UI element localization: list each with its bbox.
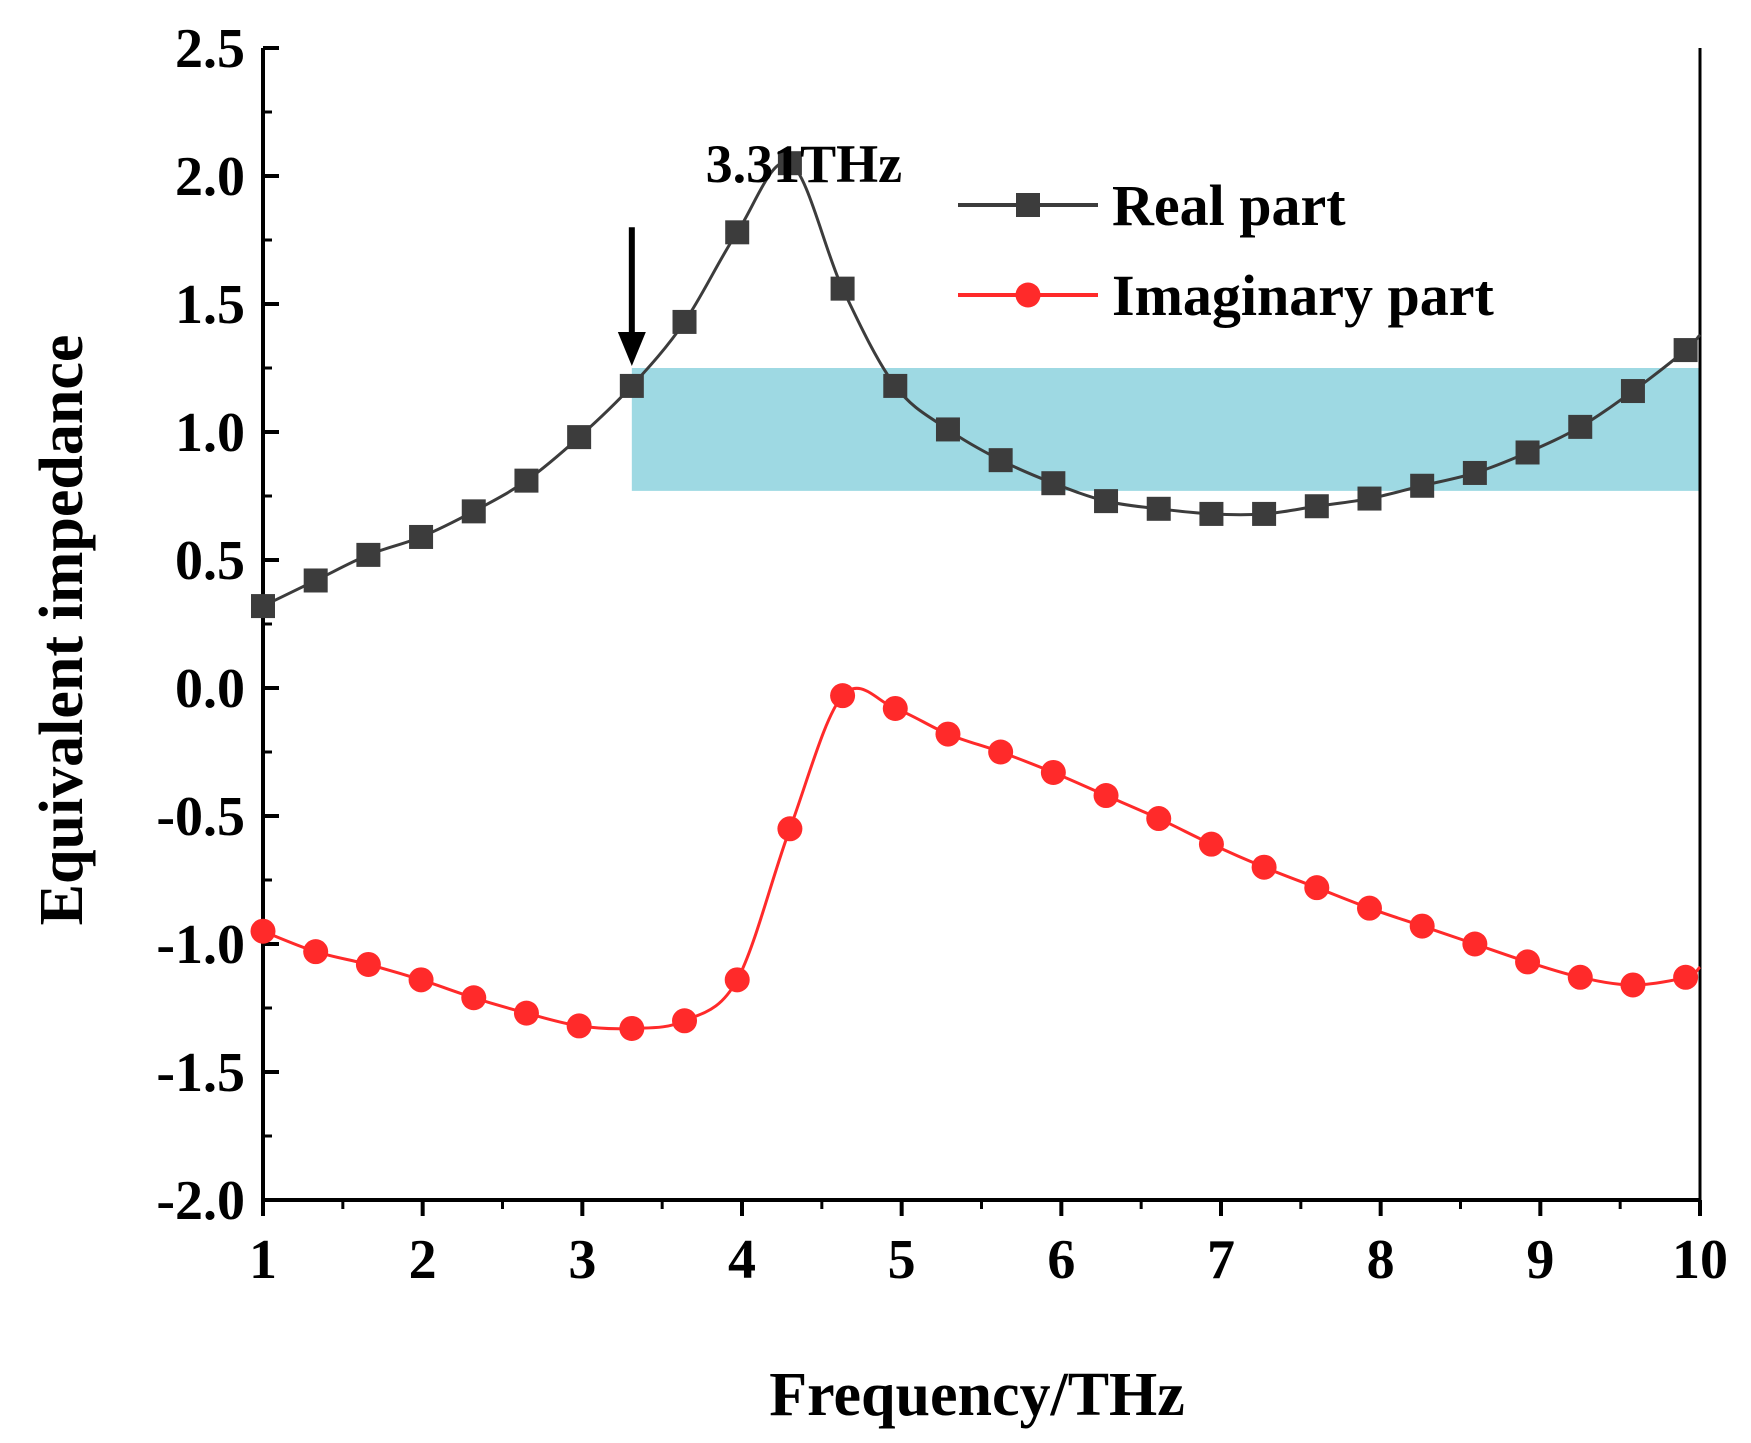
x-tick-label: 9 [1526, 1229, 1554, 1291]
highlight-band [631, 368, 1700, 491]
data-point-circle [619, 1015, 645, 1041]
legend-label: Real part [1112, 173, 1346, 238]
highlight-band-layer [631, 368, 1700, 491]
y-tick-label: 2.5 [175, 18, 245, 80]
y-tick-label: -1.5 [156, 1042, 245, 1104]
data-point-square [1568, 414, 1593, 439]
data-point-square [514, 468, 539, 493]
legend-marker-circle [1015, 282, 1041, 308]
data-point-square [619, 373, 644, 398]
series-imaginary-part [250, 683, 1702, 1041]
data-point-circle [355, 951, 381, 977]
data-point-circle [461, 985, 487, 1011]
data-point-square [672, 309, 697, 334]
data-point-circle [988, 739, 1014, 765]
data-point-circle [882, 695, 908, 721]
x-tick-label: 5 [888, 1229, 916, 1291]
data-point-circle [1093, 783, 1119, 809]
data-point-circle [777, 816, 803, 842]
data-point-circle [672, 1008, 698, 1034]
data-point-circle [935, 721, 961, 747]
data-point-circle [1251, 854, 1277, 880]
data-point-square [988, 448, 1013, 473]
data-point-circle [1409, 913, 1435, 939]
series-real-part [251, 151, 1702, 619]
x-tick-label: 1 [249, 1229, 277, 1291]
data-point-square [1199, 501, 1224, 526]
data-point-square [1410, 473, 1435, 498]
data-point-square [356, 542, 381, 567]
data-point-circle [1356, 895, 1382, 921]
legend-entry: Imaginary part [958, 263, 1495, 328]
data-point-square [777, 151, 802, 176]
x-tick-label: 3 [568, 1229, 596, 1291]
x-tick-label: 7 [1207, 1229, 1235, 1291]
y-tick-label: 0.0 [175, 658, 245, 720]
annotation-arrow-head [617, 332, 646, 366]
x-tick-label: 8 [1367, 1229, 1395, 1291]
data-point-circle [1515, 949, 1541, 975]
data-point-square [1673, 338, 1698, 363]
data-point-square [1357, 486, 1382, 511]
legend-marker-square [1016, 193, 1040, 217]
data-point-circle [1146, 806, 1172, 832]
y-tick-label: -0.5 [156, 786, 245, 848]
data-point-circle [1567, 964, 1593, 990]
x-tick-label: 10 [1672, 1229, 1728, 1291]
data-point-square [1620, 379, 1645, 404]
data-point-circle [250, 918, 276, 944]
data-point-square [830, 276, 855, 301]
x-tick-label: 4 [728, 1229, 756, 1291]
data-point-circle [830, 683, 856, 709]
data-point-circle [408, 967, 434, 993]
y-axis-title: Equivalent impedance [28, 335, 96, 926]
data-point-circle [1462, 931, 1488, 957]
data-point-square [1304, 494, 1329, 519]
data-point-circle [1673, 964, 1699, 990]
data-point-square [1041, 471, 1066, 496]
x-tick-label: 6 [1047, 1229, 1075, 1291]
y-tick-label: 2.0 [175, 146, 245, 208]
data-point-square [1462, 460, 1487, 485]
y-tick-label: 0.5 [175, 530, 245, 592]
data-point-circle [303, 939, 329, 965]
x-axis-title: Frequency/THz [769, 1361, 1185, 1429]
series-layer [250, 151, 1702, 1041]
data-point-square [303, 568, 328, 593]
y-tick-label: 1.5 [175, 274, 245, 336]
legend: Real part Imaginary part [958, 173, 1495, 328]
data-point-square [883, 373, 908, 398]
data-point-circle [1040, 759, 1066, 785]
annotation-layer: 3.31THz [617, 134, 903, 366]
legend-entry: Real part [958, 173, 1346, 238]
data-point-circle [724, 967, 750, 993]
data-point-circle [513, 1000, 539, 1026]
y-tick-label: 1.0 [175, 402, 245, 464]
y-tick-label: -2.0 [156, 1170, 245, 1232]
legend-label: Imaginary part [1112, 263, 1495, 328]
annotation-label: 3.31THz [706, 134, 903, 194]
data-point-circle [1304, 875, 1330, 901]
x-tick-label: 2 [409, 1229, 437, 1291]
data-point-square [461, 499, 486, 524]
data-point-square [725, 220, 750, 245]
data-point-circle [566, 1013, 592, 1039]
data-point-circle [1198, 831, 1224, 857]
data-point-square [1252, 501, 1277, 526]
data-point-square [1146, 496, 1171, 521]
data-point-square [251, 594, 275, 619]
data-point-circle [1620, 972, 1646, 998]
data-point-square [409, 524, 434, 549]
axes-layer: 1 2 3 4 5 6 7 8 9 10 2.5 2.0 1.5 1.0 0.5 0.0 -0.5 -1.0 -1.… [156, 18, 1728, 1291]
data-point-square [1094, 489, 1119, 514]
data-point-square [1515, 440, 1540, 465]
data-point-square [567, 425, 592, 450]
data-point-square [935, 417, 960, 442]
y-tick-label: -1.0 [156, 914, 245, 976]
